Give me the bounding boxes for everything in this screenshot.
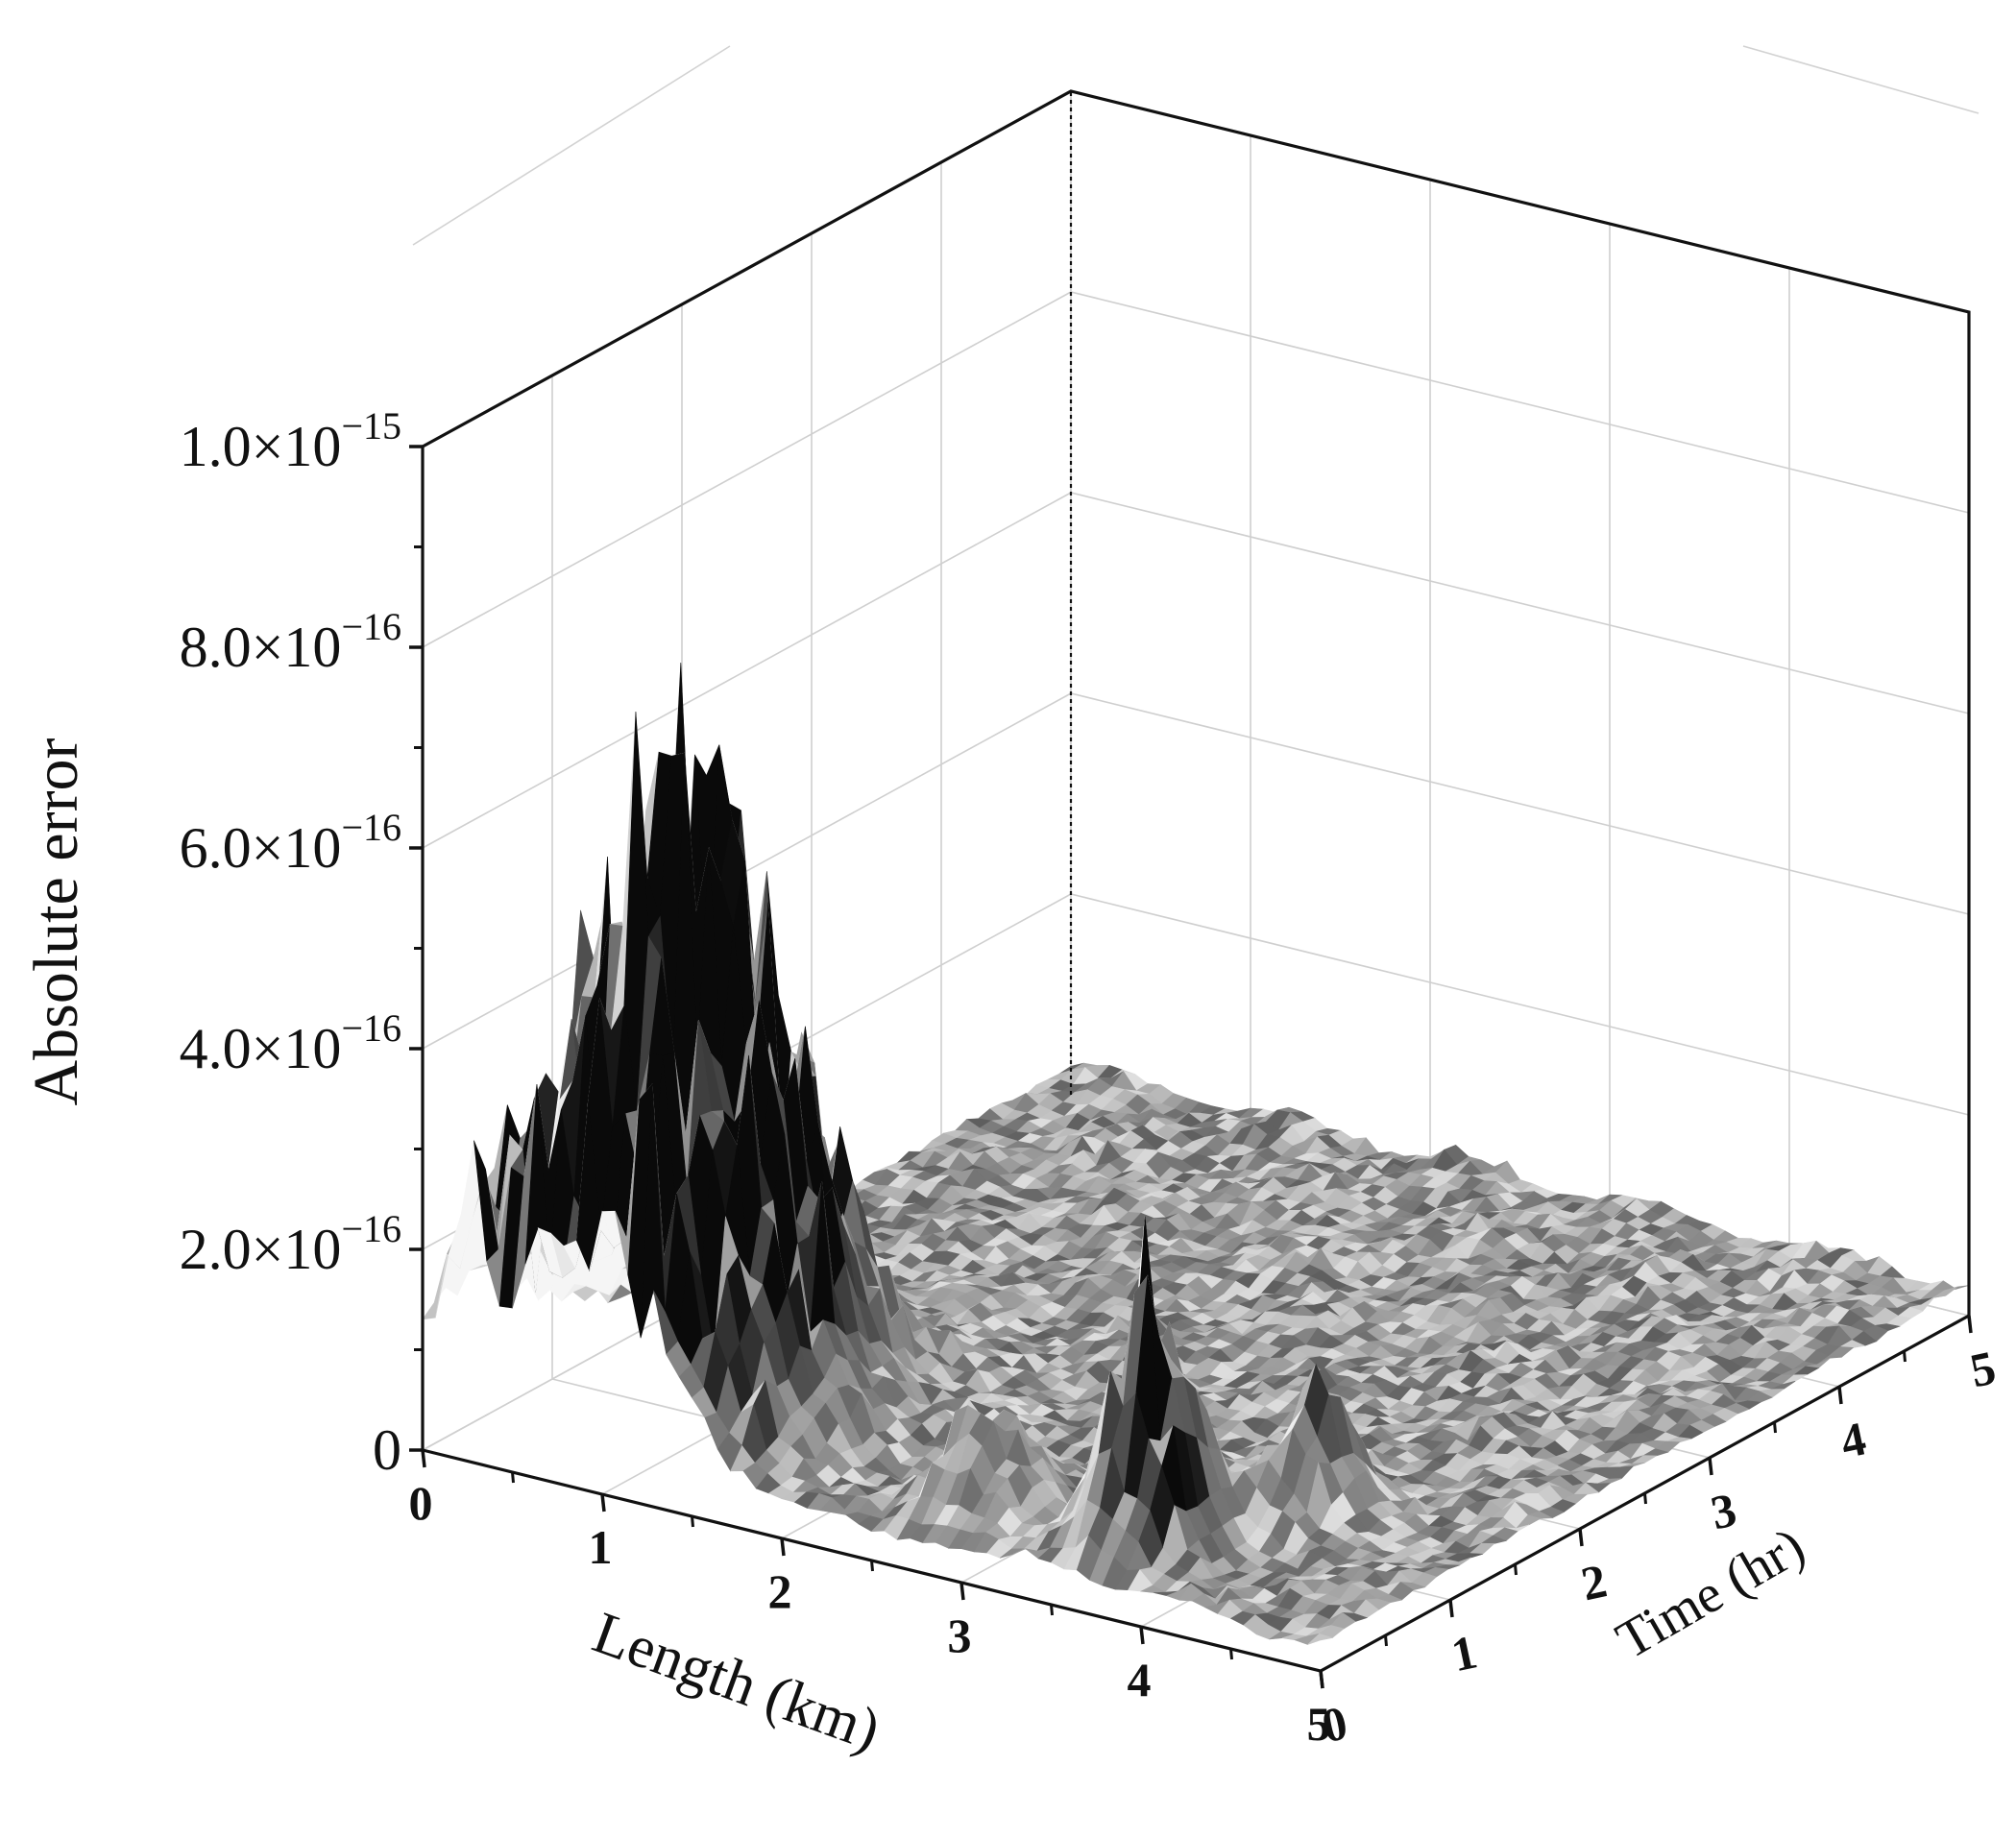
surface-layer [422, 662, 1970, 1645]
grid-line [422, 291, 1970, 648]
x-tick [959, 1582, 965, 1601]
z-tick-label: 1.0×10−15 [180, 404, 401, 478]
y-minor-tick [1384, 1634, 1388, 1647]
grid-line [422, 90, 1970, 448]
x-tick-label: 5 [1307, 1697, 1331, 1751]
z-tick-label: 0 [373, 1418, 401, 1482]
x-minor-tick [691, 1515, 694, 1528]
y-tick-label: 2 [1576, 1553, 1611, 1610]
decor-line [1742, 45, 1980, 114]
x-axis-title: Length (km) [585, 1600, 888, 1763]
x-tick [600, 1493, 606, 1512]
x-tick-label: 0 [409, 1476, 433, 1530]
surface-patch [1307, 1633, 1334, 1645]
y-minor-tick [1903, 1350, 1907, 1363]
y-tick-label: 1 [1446, 1624, 1481, 1682]
x-tick-label: 1 [589, 1520, 613, 1574]
z-tick-label: 2.0×10−16 [180, 1207, 401, 1281]
y-tick [1837, 1386, 1843, 1405]
y-tick-label: 5 [1965, 1340, 2000, 1397]
y-tick [1319, 1670, 1324, 1689]
x-tick [780, 1537, 786, 1557]
y-axis-title: Time (hr) [1607, 1516, 1814, 1671]
x-tick-label: 3 [948, 1609, 972, 1662]
decor-line [412, 45, 731, 246]
x-minor-tick [1050, 1604, 1054, 1616]
z-tick-label: 8.0×10−16 [180, 605, 401, 679]
x-minor-tick [1229, 1648, 1233, 1660]
x-minor-tick [870, 1560, 874, 1572]
y-minor-tick [1514, 1563, 1518, 1576]
x-tick-label: 4 [1128, 1653, 1152, 1706]
y-tick [1578, 1528, 1584, 1547]
top-frame [422, 89, 1971, 1316]
x-tick [1139, 1626, 1145, 1645]
z-axis-title: Absolute error [21, 738, 91, 1105]
y-tick [1967, 1315, 1973, 1334]
x-tick-label: 2 [768, 1564, 792, 1618]
y-tick-label: 4 [1835, 1411, 1870, 1468]
y-minor-tick [1773, 1421, 1777, 1434]
y-tick-label: 3 [1706, 1482, 1740, 1539]
z-tick-label: 4.0×10−16 [180, 1006, 401, 1080]
x-tick [421, 1449, 426, 1468]
z-tick-label: 6.0×10−16 [180, 806, 401, 880]
y-minor-tick [1643, 1492, 1647, 1505]
x-minor-tick [511, 1471, 515, 1484]
y-tick [1448, 1599, 1454, 1618]
tick-layer: 0 2.0×10−16 4.0×10−16 6.0×10−16 8.0×10−16 1.0… [180, 404, 2001, 1753]
y-tick [1708, 1457, 1713, 1476]
